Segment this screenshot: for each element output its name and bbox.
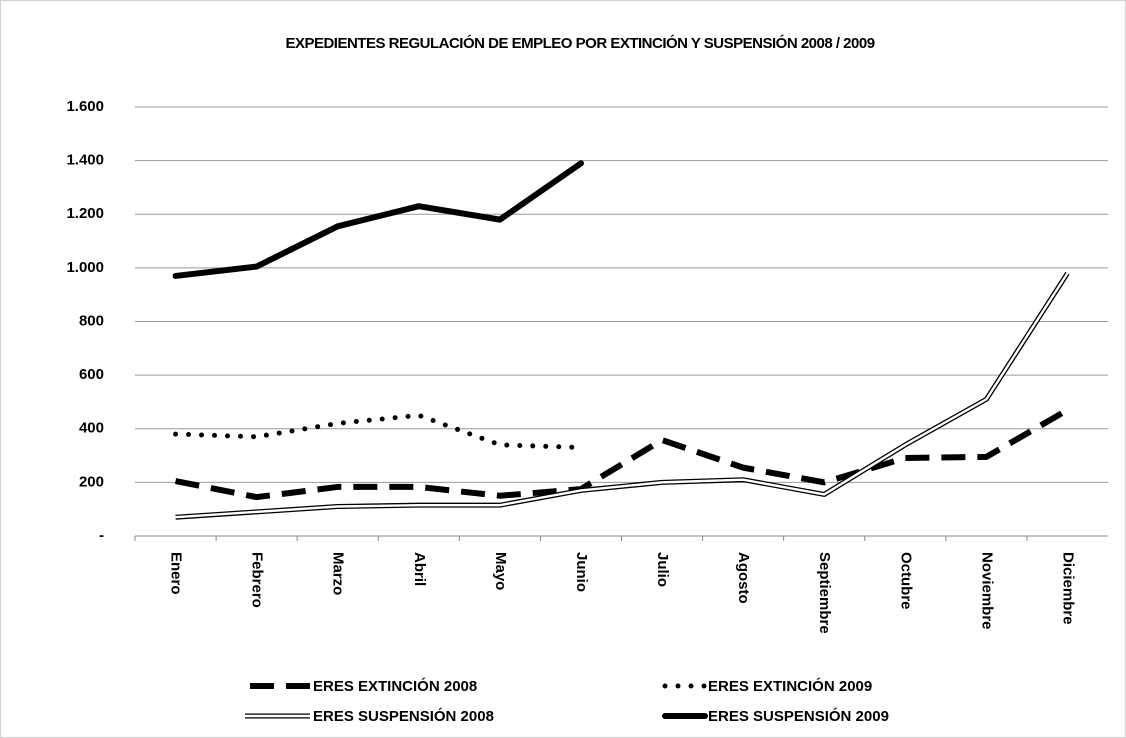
y-tick-label: 1.000 — [66, 259, 104, 276]
y-tick-label: 800 — [79, 312, 104, 329]
x-tick-label: Mayo — [492, 552, 509, 590]
x-tick-label: Junio — [573, 552, 590, 592]
x-tick-label: Octubre — [897, 552, 914, 610]
y-tick-label: - — [99, 527, 104, 544]
series-line — [175, 272, 1069, 519]
series-line — [172, 160, 584, 279]
x-tick-label: Enero — [168, 552, 185, 595]
x-tick-label: Abril — [411, 552, 428, 586]
series-line — [174, 407, 1069, 501]
x-tick-label: Diciembre — [1059, 552, 1076, 625]
legend-label: ERES SUSPENSIÓN 2008 — [313, 707, 494, 725]
y-tick-label: 1.400 — [66, 152, 104, 169]
legend-label: ERES EXTINCIÓN 2008 — [313, 677, 477, 695]
x-tick-label: Agosto — [735, 552, 752, 604]
y-tick-label: 200 — [79, 473, 104, 490]
chart-title: EXPEDIENTES REGULACIÓN DE EMPLEO POR EXT… — [285, 34, 874, 52]
x-tick-label: Julio — [654, 552, 671, 587]
x-tick-label: Noviembre — [978, 552, 995, 630]
x-tick-label: Febrero — [249, 552, 266, 608]
y-tick-label: 1.200 — [66, 205, 104, 222]
x-tick-label: Marzo — [330, 552, 347, 595]
legend-label: ERES EXTINCIÓN 2009 — [708, 677, 872, 695]
y-tick-label: 600 — [79, 366, 104, 383]
y-tick-label: 400 — [79, 420, 104, 437]
y-tick-label: 1.600 — [66, 98, 104, 115]
legend-label: ERES SUSPENSIÓN 2009 — [708, 707, 889, 725]
x-tick-label: Septiembre — [816, 552, 833, 634]
